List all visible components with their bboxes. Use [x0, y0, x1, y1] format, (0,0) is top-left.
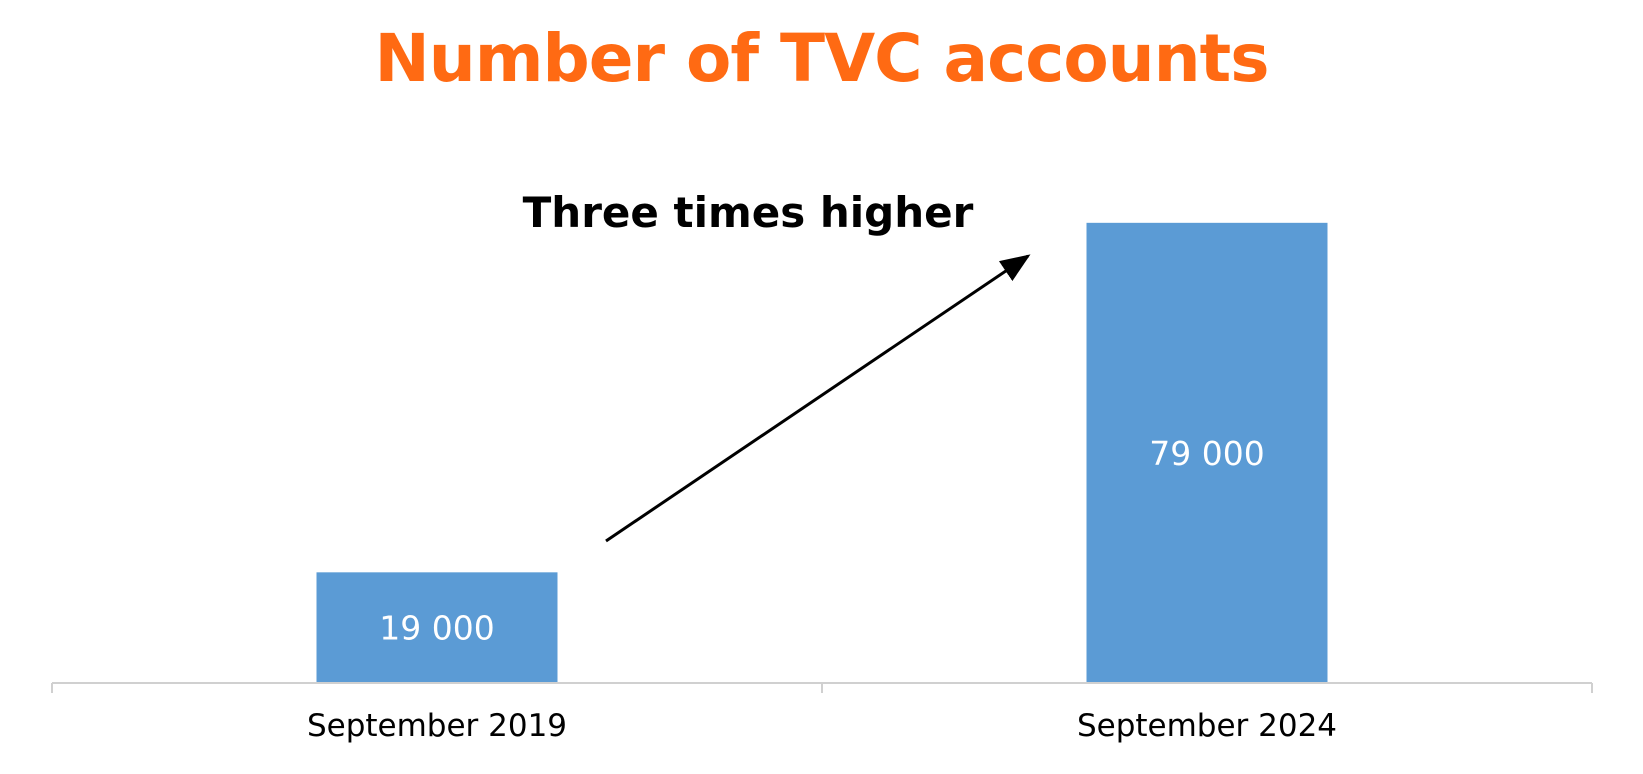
chart-title: Number of TVC accounts	[374, 20, 1269, 97]
bar-1	[316, 572, 558, 683]
data-label-2: 79 000	[1149, 434, 1264, 473]
bars-group	[316, 222, 1328, 683]
category-label-2: September 2024	[1077, 708, 1337, 744]
category-label-1: September 2019	[307, 708, 567, 744]
x-axis-ticks	[51, 683, 1593, 693]
category-labels: September 2019 September 2024	[307, 708, 1337, 744]
annotation-three-times-higher: Three times higher	[523, 188, 974, 237]
data-labels: 19 000 79 000	[379, 434, 1264, 648]
growth-arrow	[605, 254, 1031, 543]
data-label-1: 19 000	[379, 609, 494, 648]
bar-2	[1086, 222, 1328, 683]
